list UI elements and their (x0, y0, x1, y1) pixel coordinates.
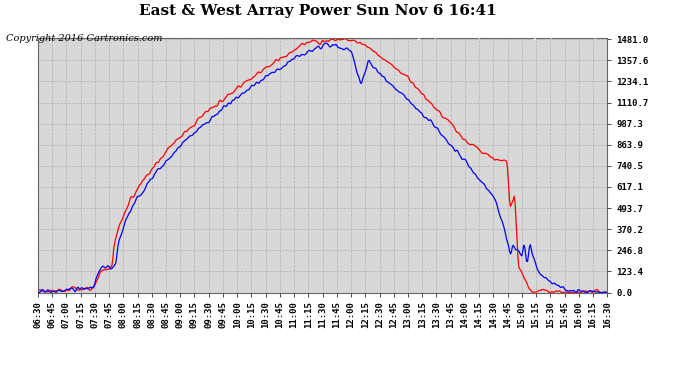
Text: East & West Array Power Sun Nov 6 16:41: East & West Array Power Sun Nov 6 16:41 (139, 4, 496, 18)
Text: East Array  (DC Watts): East Array (DC Watts) (372, 32, 482, 40)
Text: West Array  (DC Watts): West Array (DC Watts) (488, 32, 598, 40)
Text: Copyright 2016 Cartronics.com: Copyright 2016 Cartronics.com (6, 34, 162, 43)
